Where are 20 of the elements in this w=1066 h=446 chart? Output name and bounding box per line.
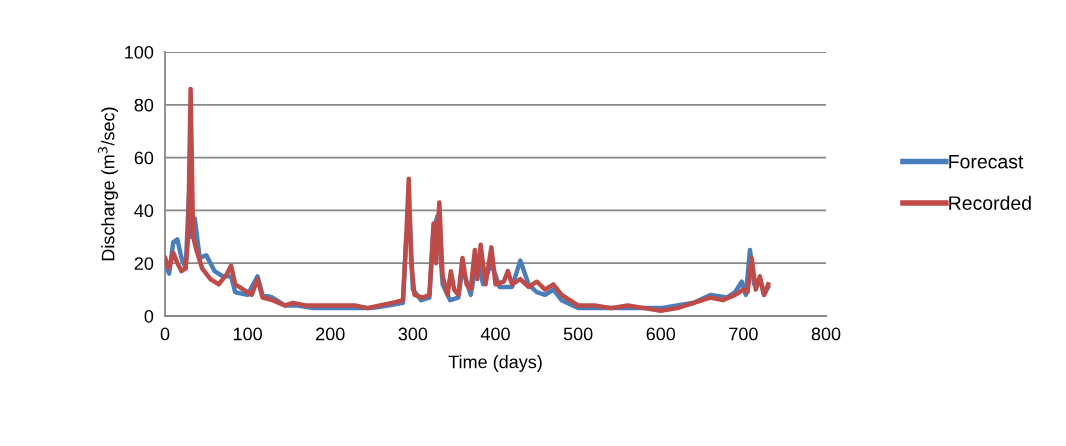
x-tick-label: 300 xyxy=(398,327,428,341)
y-tick-label: 60 xyxy=(134,151,154,165)
x-tick-label: 200 xyxy=(316,327,345,341)
y-tick-label: 0 xyxy=(144,309,154,323)
x-tick-label: 800 xyxy=(811,327,841,341)
y-tick-label: 40 xyxy=(134,204,154,218)
x-axis-title: Time (days) xyxy=(448,355,542,372)
y-tick-label: 20 xyxy=(134,257,154,270)
line-series xyxy=(165,86,771,313)
x-tick-label: 500 xyxy=(563,327,593,341)
y-axis-title: Discharge (m$^{3}$/sec) xyxy=(97,107,119,261)
x-tick-label: 0 xyxy=(160,327,170,341)
x-tick-label: 700 xyxy=(729,327,758,341)
y-tick-label: 100 xyxy=(125,45,154,59)
legend-label: Recorded xyxy=(949,195,1031,210)
x-tick-label: 400 xyxy=(480,327,510,341)
x-tick-label: 100 xyxy=(233,327,262,341)
legend-label: Forecast xyxy=(949,154,1024,169)
y-tick-label: 80 xyxy=(134,98,154,112)
x-tick-label: 600 xyxy=(646,327,676,341)
